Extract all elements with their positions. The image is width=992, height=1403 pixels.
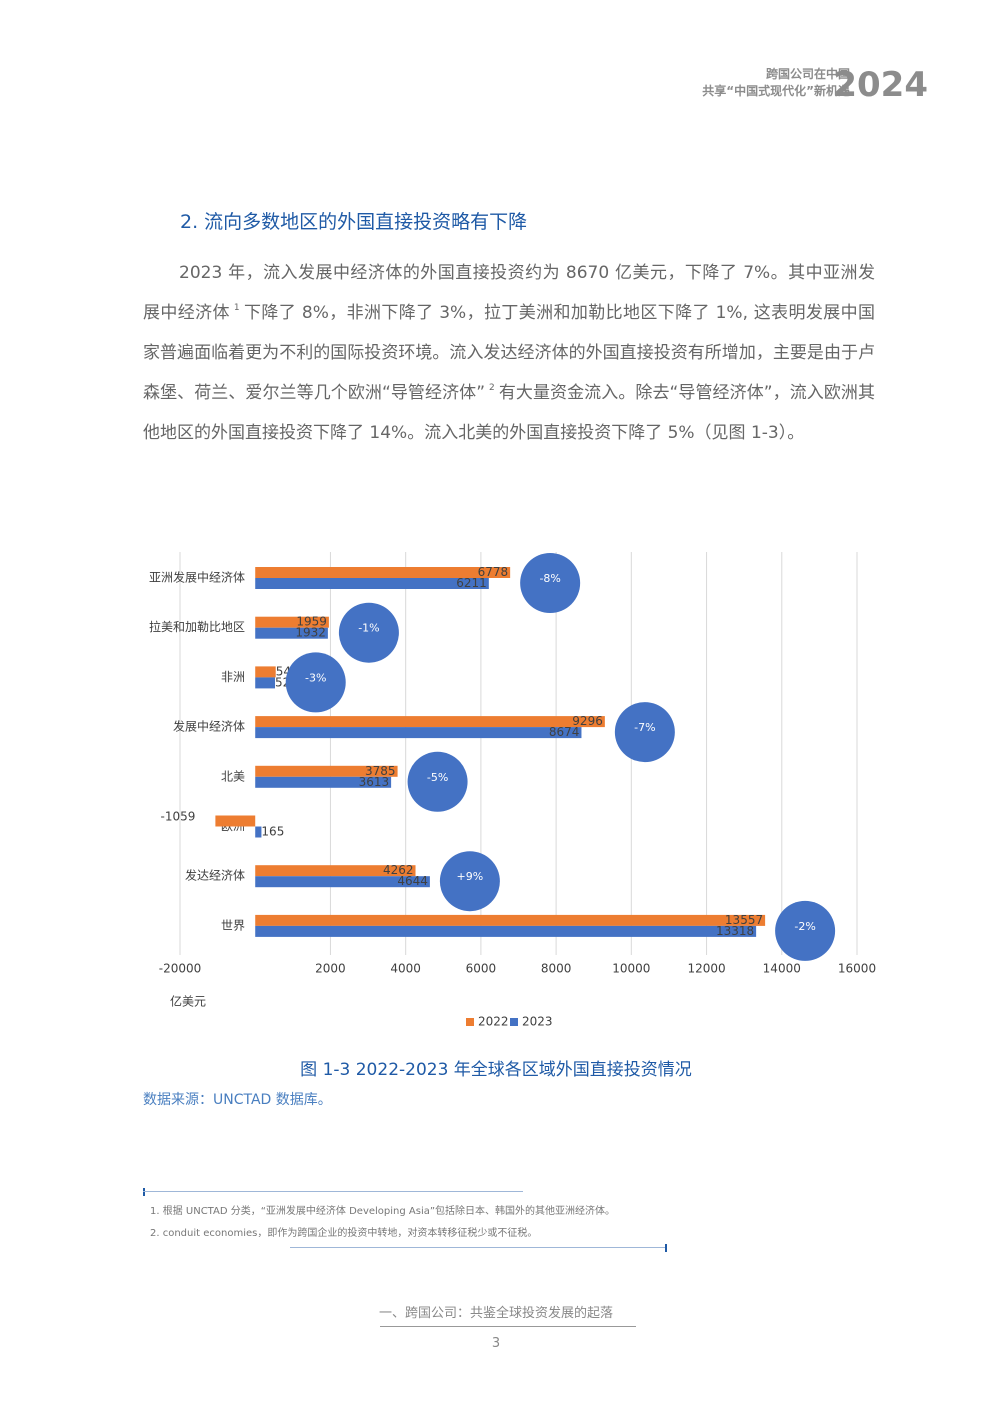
footer-rule xyxy=(380,1326,636,1327)
footnote: 2. conduit economies，即作为跨国企业的投资中转地，对资本转移… xyxy=(150,1228,538,1239)
data-label: 4644 xyxy=(397,874,428,888)
bar xyxy=(215,815,256,827)
caption: 图 1-3 2022-2023 年全球各区域外国直接投资情况 xyxy=(300,1060,692,1080)
data-label: 1959 xyxy=(296,615,327,629)
data-label: 6211 xyxy=(456,576,487,590)
paragraph: 2023 年，流入发展中经济体的外国直接投资约为 8670 亿美元，下降了 7%… xyxy=(143,253,875,453)
rule-end xyxy=(665,1244,667,1252)
header-year: 2024 xyxy=(833,65,928,105)
data-label: 6778 xyxy=(478,565,509,579)
y-tick-label: 非洲 xyxy=(221,670,245,684)
footnote-ref: 1 xyxy=(233,303,240,313)
data-label: 165 xyxy=(261,825,284,839)
x-tick-label: 10000 xyxy=(612,962,650,976)
change-bubble xyxy=(614,702,675,763)
x-tick-label: 8000 xyxy=(541,962,572,976)
bar xyxy=(255,666,276,678)
change-label: -2% xyxy=(794,920,815,933)
change-label: -7% xyxy=(634,721,655,734)
x-tick-label: 14000 xyxy=(763,962,801,976)
data-label: 13557 xyxy=(725,913,763,927)
data-label: 13318 xyxy=(716,924,754,938)
bar xyxy=(255,627,328,639)
rule xyxy=(143,1191,523,1192)
text: 下降了 8%，非洲下降了 3%，拉丁美洲和加勒比地区下降了 1%, 这表明发展中… xyxy=(143,303,875,403)
bar xyxy=(255,925,757,937)
change-bubble xyxy=(520,553,581,613)
bar xyxy=(255,776,392,788)
header-line: 跨国公司在中国 xyxy=(765,67,850,81)
y-tick-label: 北美 xyxy=(221,769,245,783)
legend-label: 2022 xyxy=(478,1015,509,1029)
x-tick-label: 2000 xyxy=(315,962,346,976)
data-label: -1059 xyxy=(161,810,196,824)
header-line: 共享“中国式现代化”新机遇 xyxy=(702,84,850,98)
bar xyxy=(255,578,489,589)
rule xyxy=(290,1247,666,1248)
x-tick-label: 4000 xyxy=(390,962,421,976)
change-label: -8% xyxy=(539,572,560,585)
change-label: -1% xyxy=(358,622,379,635)
change-bubble xyxy=(285,652,346,713)
x-tick-label: 12000 xyxy=(687,962,725,976)
bar xyxy=(255,826,262,838)
page-number: 3 xyxy=(491,1336,501,1351)
bar xyxy=(255,567,511,578)
change-bubble xyxy=(775,900,836,961)
change-bubble xyxy=(407,751,468,812)
chart: -20000 2000 4000 6000 8000 10000 12000 14000 160… xyxy=(149,552,876,1029)
text: 2023 年，流入发展中经济体的外国直接投资约为 8670 亿美元，下降了 7%… xyxy=(143,263,875,323)
data-label: 9296 xyxy=(572,714,603,728)
bar xyxy=(255,616,329,628)
y-tick-label: 拉美和加勒比地区 xyxy=(149,619,245,634)
bar xyxy=(255,727,582,739)
change-label: -3% xyxy=(305,671,326,684)
y-tick-label: 世界 xyxy=(221,918,245,932)
change-label: -5% xyxy=(427,771,448,784)
change-bubble xyxy=(338,602,399,663)
data-label: 3785 xyxy=(365,764,396,778)
bar xyxy=(255,765,398,777)
legend-label: 2023 xyxy=(522,1015,553,1029)
bar xyxy=(255,876,430,888)
bar xyxy=(255,865,416,877)
bar xyxy=(255,716,605,728)
data-label: 4262 xyxy=(383,863,414,877)
source: 数据来源：UNCTAD 数据库。 xyxy=(143,1092,332,1108)
bar xyxy=(255,677,276,689)
header: 跨国公司在中国 共享“中国式现代化”新机遇 2024 xyxy=(702,66,928,104)
y-tick-label: 发达经济体 xyxy=(185,868,245,883)
rule-end xyxy=(143,1188,145,1196)
x-tick-label: -20000 xyxy=(159,962,202,976)
data-label: 3613 xyxy=(359,775,390,789)
change-label: +9% xyxy=(457,870,484,883)
axis-title: 亿美元 xyxy=(170,994,206,1009)
change-bubble xyxy=(439,851,500,912)
data-label: 8674 xyxy=(549,725,580,739)
footer-chapter: 一、跨国公司：共鉴全球投资发展的起落 xyxy=(378,1306,613,1321)
legend-swatch xyxy=(510,1018,518,1026)
bar xyxy=(255,914,766,926)
data-label: 1932 xyxy=(295,626,326,640)
x-tick-label: 16000 xyxy=(838,962,876,976)
x-tick-label: 6000 xyxy=(466,962,497,976)
section-heading: 2. 流向多数地区的外国直接投资略有下降 xyxy=(180,211,528,233)
footnote-ref: 2 xyxy=(489,383,495,393)
y-tick-label: 亚洲发展中经济体 xyxy=(149,570,245,585)
y-tick-label: 发展中经济体 xyxy=(173,719,245,734)
text: 有大量资金流入。除去“导管经济体”，流入欧洲其他地区的外国直接投资下降了 14%… xyxy=(143,383,875,443)
legend-swatch xyxy=(466,1018,474,1026)
footnote: 1. 根据 UNCTAD 分类，“亚洲发展中经济体 Developing Asi… xyxy=(150,1206,616,1217)
